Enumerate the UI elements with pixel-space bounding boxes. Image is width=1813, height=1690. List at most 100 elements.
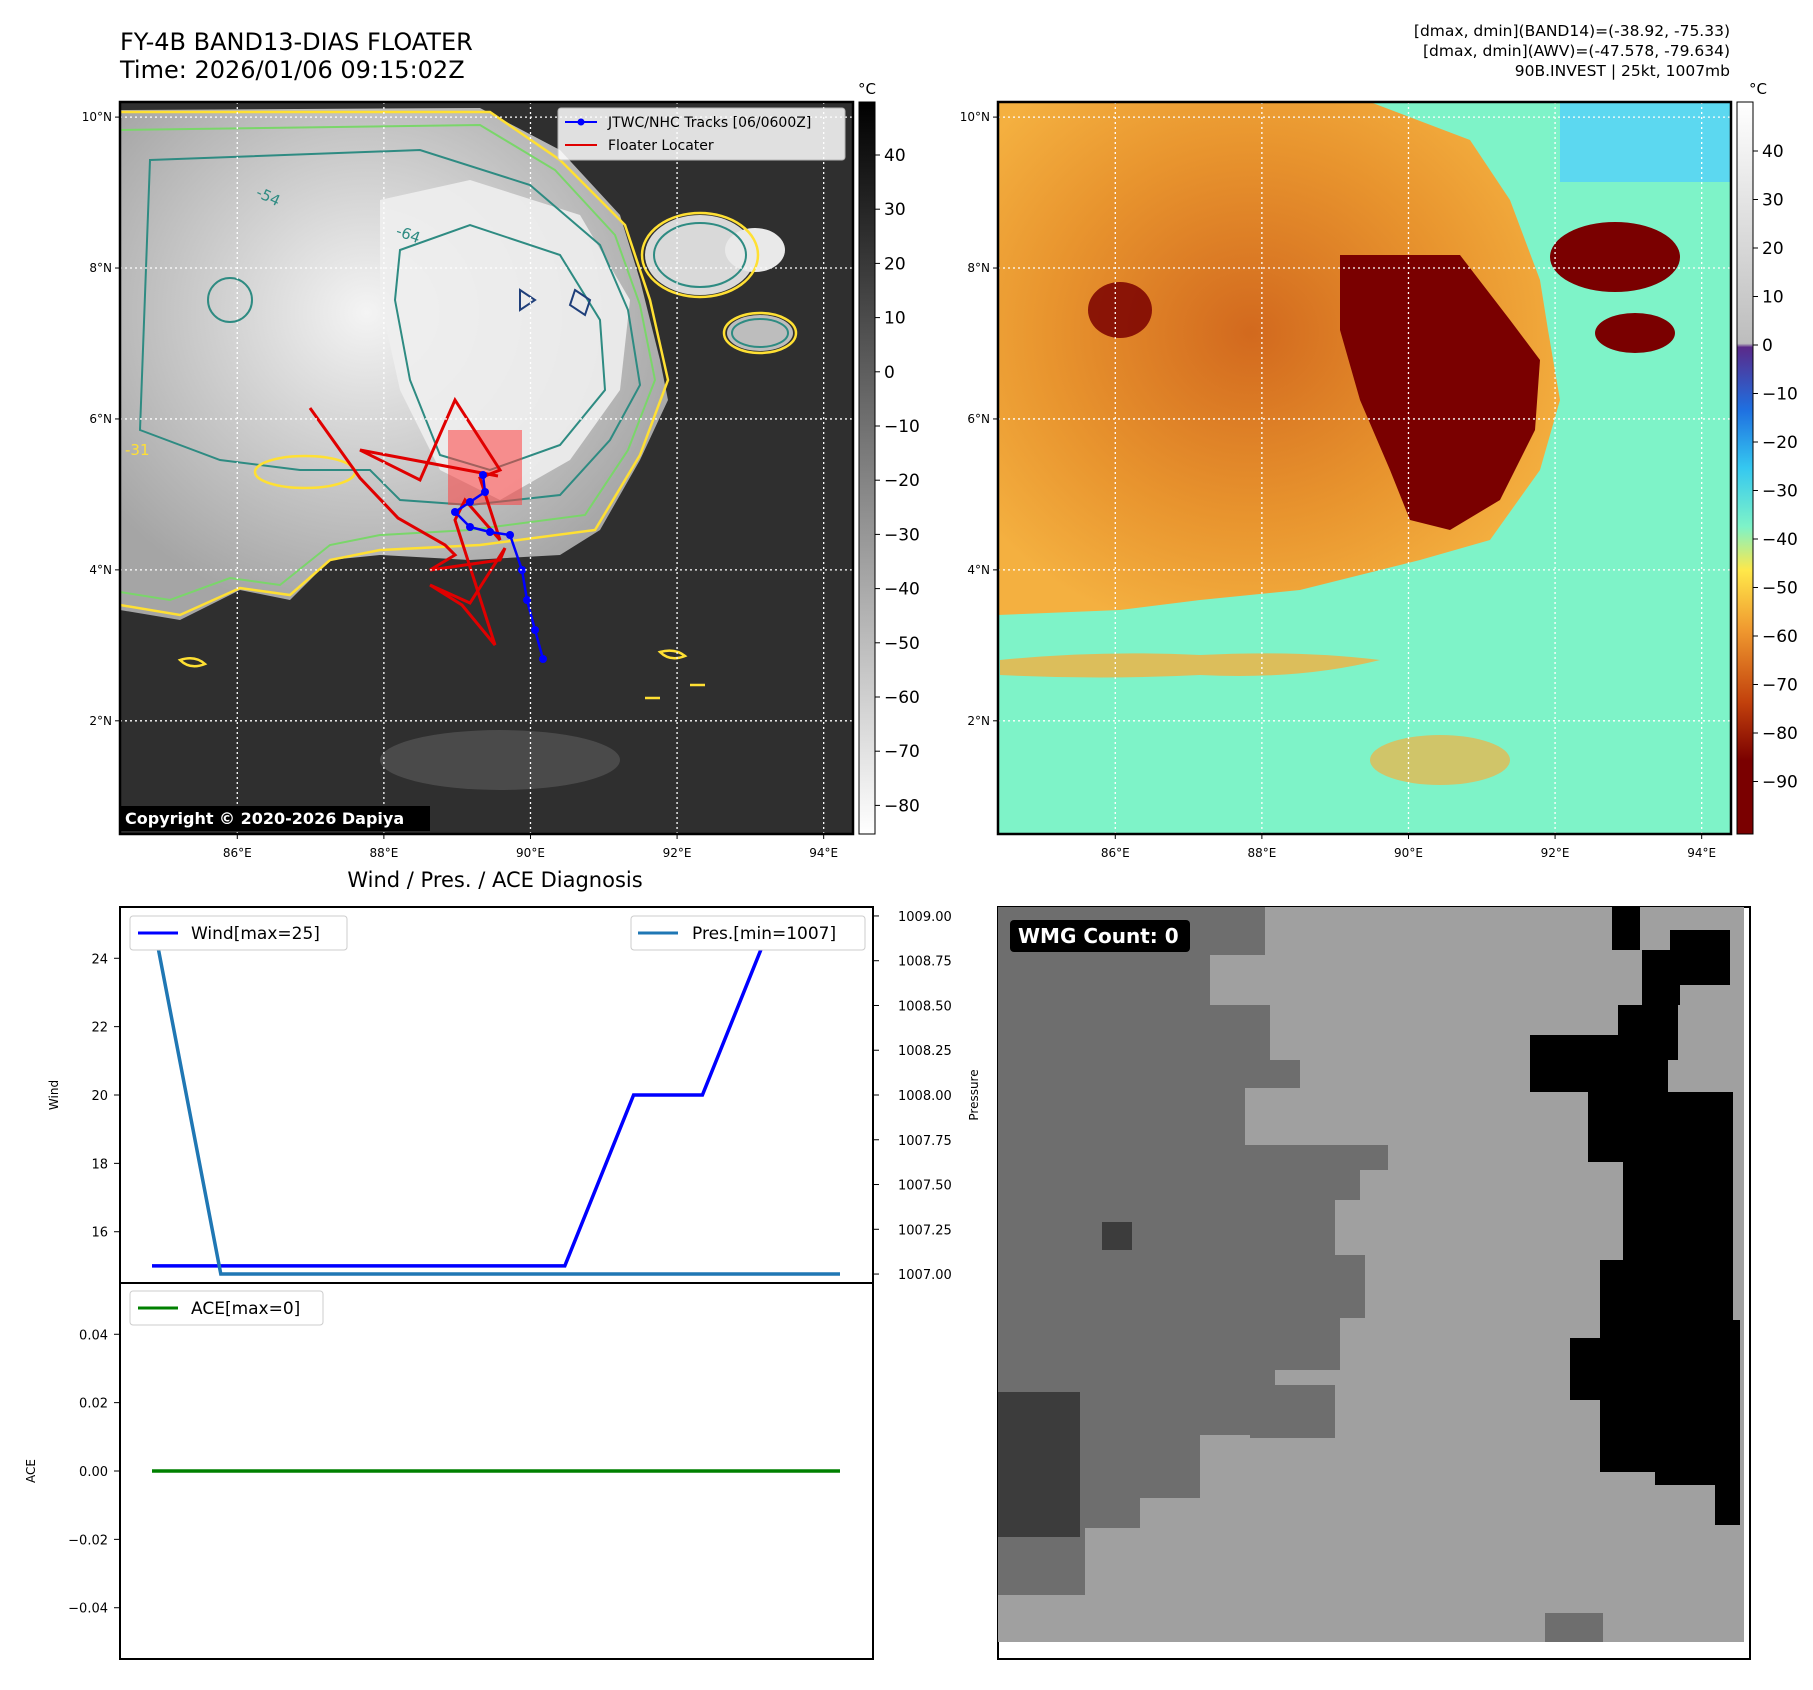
pressure-tick-label: 1008.50 bbox=[898, 999, 952, 1014]
colorbar-tick-label: −30 bbox=[1762, 482, 1798, 502]
pressure-tick-label: 1007.75 bbox=[898, 1134, 952, 1149]
colorbar-tick-label: −50 bbox=[884, 634, 920, 654]
wind-series-line bbox=[152, 922, 840, 1268]
lon-tick-label: 90°E bbox=[1394, 846, 1423, 860]
colorbar-tick-label: −80 bbox=[1762, 724, 1798, 744]
colorbar-tick-label: −10 bbox=[1762, 385, 1798, 405]
colorbar-tick-label: 0 bbox=[884, 363, 895, 383]
ace-axis-label: ACE bbox=[24, 1459, 38, 1483]
colorbar-tick-label: 10 bbox=[884, 309, 906, 329]
ace-tick-label: 0.00 bbox=[79, 1465, 108, 1480]
left-colorbar-ticks: 40 30 20 10 0 −10 −20 −30 −40 −50 −60 −70 −80 bbox=[875, 146, 920, 816]
colorbar-tick-label: −60 bbox=[1762, 627, 1798, 647]
colorbar-tick-label: −50 bbox=[1762, 579, 1798, 599]
colorbar-tick-label: −10 bbox=[884, 417, 920, 437]
lon-tick-label: 92°E bbox=[1541, 846, 1570, 860]
ace-legend-label: ACE[max=0] bbox=[191, 1299, 300, 1319]
awv-range: [dmax, dmin](AWV)=(-47.578, -79.634) bbox=[1423, 42, 1730, 60]
pressure-axis-label: Pressure bbox=[967, 1069, 981, 1120]
colorbar-tick-label: 30 bbox=[884, 200, 906, 220]
contour-label-31: -31 bbox=[125, 441, 150, 459]
lat-tick-label: 2°N bbox=[967, 714, 990, 728]
colorbar-tick-label: −80 bbox=[884, 796, 920, 816]
colorbar-tick-label: 40 bbox=[1762, 142, 1784, 162]
colorbar-tick-label: −20 bbox=[1762, 433, 1798, 453]
ace-ticks: 0.04 0.02 0.00 −0.02 −0.04 bbox=[68, 1328, 120, 1617]
contour-ne-31 bbox=[640, 211, 760, 299]
right-map-gridlines bbox=[998, 102, 1731, 834]
wind-ticks: 24 22 20 18 16 bbox=[91, 952, 120, 1241]
colorbar-tick-label: −70 bbox=[1762, 676, 1798, 696]
pressure-series-line bbox=[150, 915, 840, 1276]
lat-tick-label: 2°N bbox=[89, 714, 112, 728]
colorbar-tick-label: 20 bbox=[1762, 239, 1784, 259]
awv-cell-ne bbox=[1550, 222, 1680, 292]
legend-jtwc-label: JTWC/NHC Tracks [06/0600Z] bbox=[607, 115, 811, 131]
pressure-tick-label: 1007.50 bbox=[898, 1179, 952, 1194]
contour-31 bbox=[120, 110, 670, 617]
awv-dry-ne bbox=[1560, 102, 1731, 182]
ace-tick-label: −0.02 bbox=[68, 1533, 108, 1548]
lat-tick-label: 6°N bbox=[89, 412, 112, 426]
band14-range: [dmax, dmin](BAND14)=(-38.92, -75.33) bbox=[1413, 22, 1730, 40]
left-map-gridlines bbox=[120, 102, 853, 834]
wind-tick-label: 20 bbox=[91, 1089, 108, 1104]
left-lon-labels: 86°E 88°E 90°E 92°E 94°E bbox=[223, 834, 838, 860]
awv-cold-core bbox=[1340, 255, 1540, 530]
lon-tick-label: 86°E bbox=[1101, 846, 1130, 860]
lon-tick-label: 90°E bbox=[516, 846, 545, 860]
ace-tick-label: 0.04 bbox=[79, 1328, 108, 1343]
colorbar-tick-label: 0 bbox=[1762, 336, 1773, 356]
left-map-frame bbox=[118, 100, 855, 836]
figure-time: Time: 2026/01/06 09:15:02Z bbox=[120, 56, 465, 84]
left-map-legend: JTWC/NHC Tracks [06/0600Z] Floater Locat… bbox=[557, 107, 846, 161]
awv-patch-south bbox=[1370, 735, 1510, 785]
left-colorbar-unit: °C bbox=[858, 80, 876, 98]
colorbar-tick-label: −40 bbox=[1762, 530, 1798, 550]
colorbar-tick-label: 30 bbox=[1762, 191, 1784, 211]
cold-core bbox=[380, 180, 630, 500]
awv-band-south bbox=[1000, 653, 1380, 678]
wmg-block-b bbox=[998, 1392, 1080, 1537]
awv-cell-w bbox=[1088, 282, 1152, 338]
left-colorbar bbox=[858, 101, 876, 835]
lon-tick-label: 88°E bbox=[1247, 846, 1276, 860]
ace-tick-label: −0.04 bbox=[68, 1602, 108, 1617]
contour-e-54 bbox=[731, 318, 789, 348]
lat-tick-label: 4°N bbox=[89, 563, 112, 577]
wind-axis-label: Wind bbox=[47, 1080, 61, 1110]
contour-40 bbox=[120, 123, 657, 602]
left-map-panel: -54 -64 -31 JTWC/NHC Tracks [06/0600Z] F… bbox=[82, 80, 920, 860]
colorbar-tick-label: −90 bbox=[1762, 773, 1798, 793]
right-lat-labels: 10°N 8°N 6°N 4°N 2°N bbox=[960, 110, 998, 728]
contour-64 bbox=[393, 223, 607, 472]
lon-tick-label: 86°E bbox=[223, 846, 252, 860]
colorbar-tick-label: −60 bbox=[884, 688, 920, 708]
copyright-text: Copyright © 2020-2026 Dapiya bbox=[125, 809, 404, 828]
wind-tick-label: 22 bbox=[91, 1021, 108, 1036]
wind-tick-label: 18 bbox=[91, 1157, 108, 1172]
lon-tick-label: 94°E bbox=[1687, 846, 1716, 860]
lat-tick-label: 4°N bbox=[967, 563, 990, 577]
copyright-box bbox=[120, 806, 430, 831]
lon-tick-label: 88°E bbox=[369, 846, 398, 860]
floater-locater-path bbox=[308, 396, 507, 646]
lon-tick-label: 94°E bbox=[809, 846, 838, 860]
lon-tick-label: 92°E bbox=[663, 846, 692, 860]
lat-tick-label: 10°N bbox=[960, 110, 990, 124]
lat-tick-label: 6°N bbox=[967, 412, 990, 426]
contour-54 bbox=[138, 148, 642, 507]
contour-south-31 bbox=[177, 649, 705, 700]
figure-title: FY-4B BAND13-DIAS FLOATER bbox=[120, 28, 473, 56]
colorbar-tick-label: 10 bbox=[1762, 288, 1784, 308]
right-colorbar bbox=[1736, 101, 1754, 835]
wmg-panel: WMG Count: 0 bbox=[997, 906, 1751, 1660]
jtwc-track-points bbox=[451, 471, 547, 663]
contour-w-54 bbox=[207, 277, 253, 323]
storm-info: 90B.INVEST | 25kt, 1007mb bbox=[1514, 62, 1730, 80]
right-colorbar-unit: °C bbox=[1749, 80, 1767, 98]
contour-e-31 bbox=[722, 311, 798, 355]
right-map-frame bbox=[996, 100, 1733, 836]
left-lat-labels: 10°N 8°N 6°N 4°N 2°N bbox=[82, 110, 120, 728]
colorbar-tick-label: 40 bbox=[884, 146, 906, 166]
